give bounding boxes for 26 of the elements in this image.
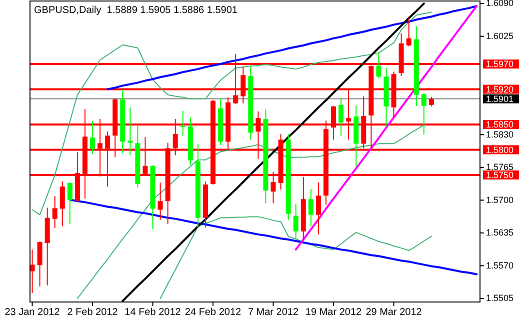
line-series — [294, 5, 478, 251]
ref-line-label: 1.5750 — [486, 170, 514, 180]
chart-title: GBPUSD,Daily 1.5889 1.5905 1.5886 1.5901 — [34, 5, 238, 16]
y-tick-label: 1.5700 — [486, 194, 514, 205]
x-tick-label: 14 Feb 2012 — [124, 307, 182, 318]
ref-line-label: 1.5901 — [486, 94, 514, 104]
ref-line-label: 1.5800 — [486, 144, 514, 155]
y-tick-label: 1.5505 — [486, 293, 514, 304]
x-tick-label: 23 Jan 2012 — [4, 307, 60, 318]
ref-line-label: 1.5920 — [486, 84, 514, 94]
y-tick-label: 1.5765 — [486, 162, 514, 172]
x-tick-label: 24 Feb 2012 — [184, 307, 242, 318]
x-tick-label: 19 Mar 2012 — [305, 307, 362, 318]
y-tick-label: 1.5635 — [486, 228, 514, 238]
y-tick-label: 1.5830 — [486, 129, 514, 140]
line-series — [160, 216, 432, 299]
ref-line-label: 1.5850 — [486, 120, 514, 130]
y-tick-label: 1.5570 — [486, 260, 514, 270]
x-tick-label: 2 Feb 2012 — [67, 307, 118, 318]
x-tick-label: 29 Mar 2012 — [366, 307, 422, 318]
y-tick-label: 1.6025 — [486, 30, 514, 41]
ref-line-label: 1.5970 — [486, 59, 514, 70]
x-tick-label: 7 Mar 2012 — [248, 307, 299, 318]
line-series — [106, 5, 478, 90]
y-tick-label: 1.6090 — [486, 0, 514, 8]
line-series — [76, 124, 424, 299]
